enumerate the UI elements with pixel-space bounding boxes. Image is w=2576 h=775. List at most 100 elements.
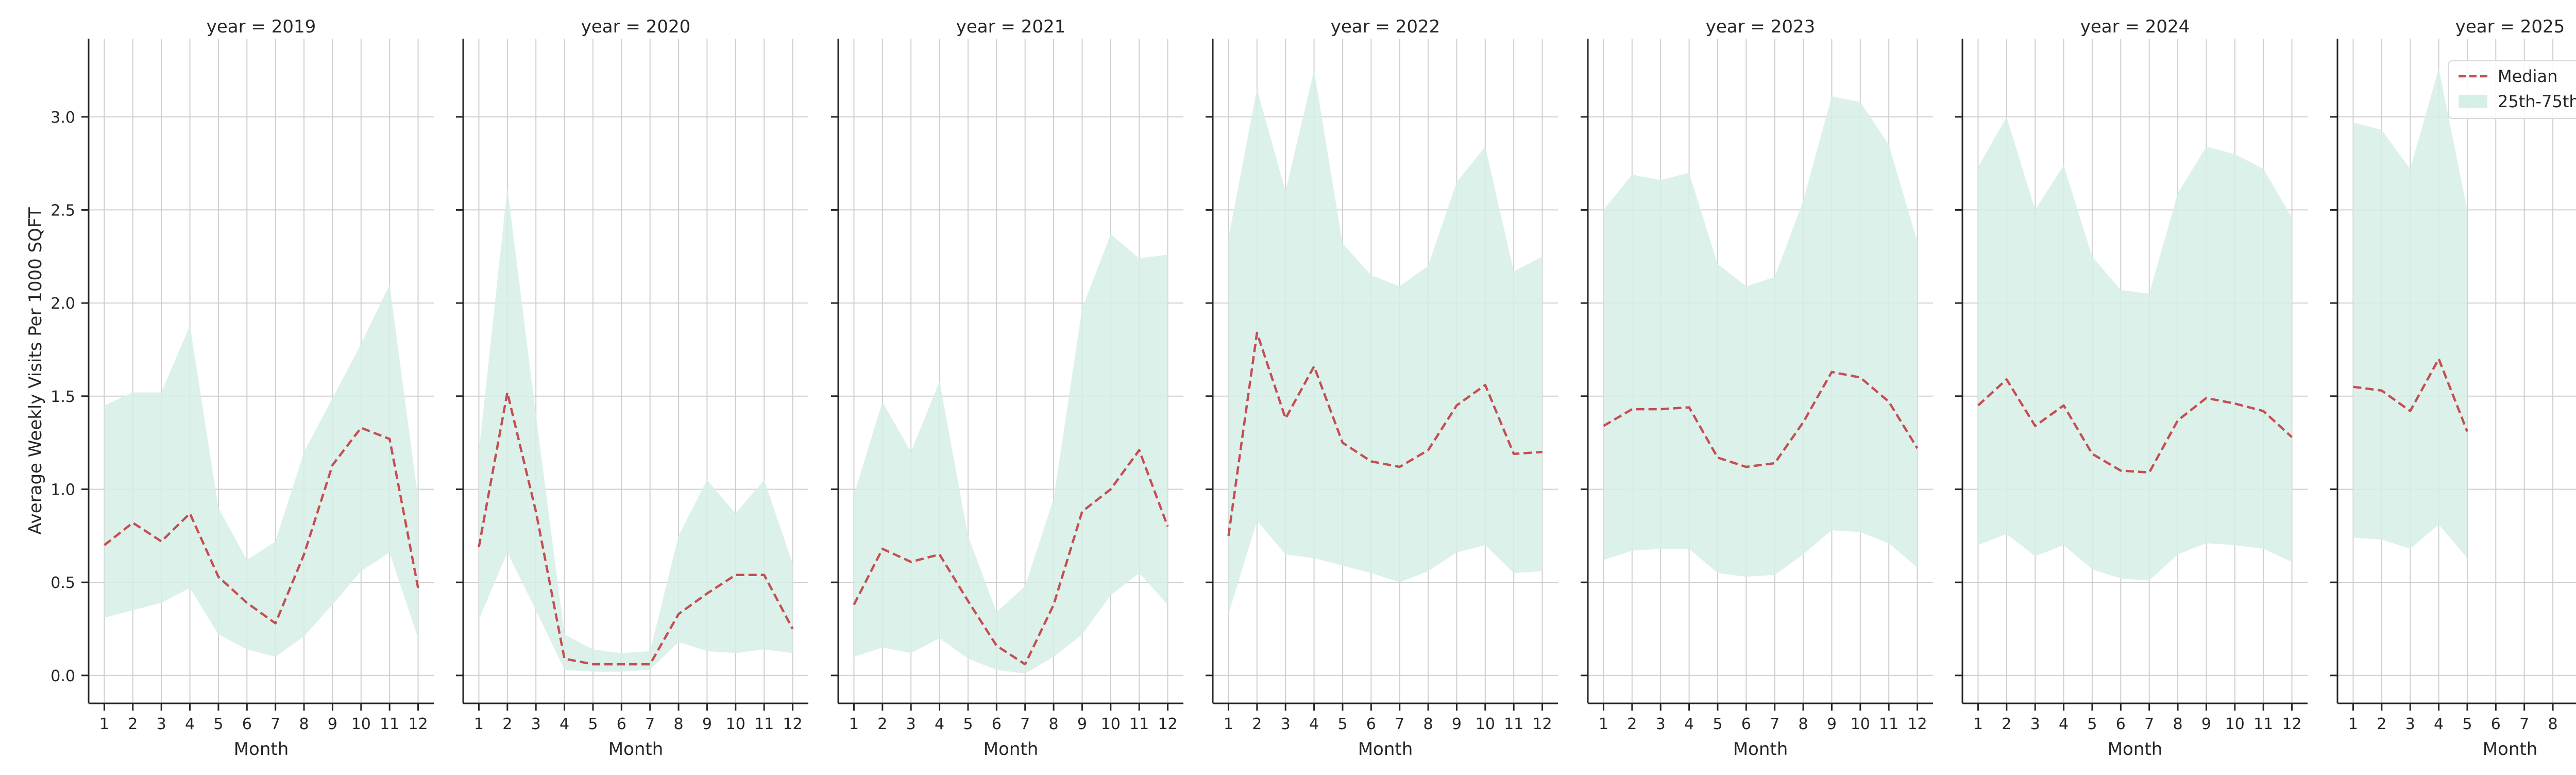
x-tick-label: 8	[299, 715, 309, 733]
x-tick-label: 2	[1627, 715, 1637, 733]
panel-0: 0.00.51.01.52.02.53.01 2 3 4 5 6 7 8 9 10 11 12Mont…	[50, 16, 434, 760]
panel-title: year = 2020	[581, 16, 690, 37]
panel-title: year = 2019	[207, 16, 316, 37]
median-line	[1977, 378, 2293, 474]
y-axis-label: Average Weekly Visits Per 1000 SQFT	[25, 207, 46, 535]
x-tick-label: 3	[157, 715, 166, 733]
x-axis-label: Month	[234, 739, 289, 760]
x-tick-label: 12	[1907, 715, 1927, 733]
x-tick-label: 5	[1337, 715, 1347, 733]
x-tick-label: 1	[1599, 715, 1608, 733]
x-tick-label: 6	[617, 715, 626, 733]
x-tick-label: 9	[1827, 715, 1837, 733]
x-tick-label: 7	[645, 715, 655, 733]
x-tick-label: 6	[1741, 715, 1751, 733]
x-tick-label: 1	[2348, 715, 2358, 733]
x-tick-label: 1	[1224, 715, 1233, 733]
x-tick-label: 6	[1366, 715, 1376, 733]
x-tick-label: 5	[963, 715, 973, 733]
percentile-band	[1603, 96, 1918, 577]
x-tick-label: 10	[1851, 715, 1870, 733]
x-axis-label: Month	[1358, 739, 1413, 760]
y-tick-label: 1.0	[50, 481, 75, 499]
x-tick-label: 2	[2377, 715, 2386, 733]
x-axis-label: Month	[984, 739, 1039, 760]
x-tick-label: 5	[213, 715, 223, 733]
panel-title: year = 2021	[956, 16, 1065, 37]
x-tick-label: 12	[1158, 715, 1177, 733]
panel-title: year = 2022	[1331, 16, 1440, 37]
percentile-band	[479, 188, 793, 672]
x-axis-label: Month	[608, 739, 664, 760]
x-tick-label: 3	[1656, 715, 1666, 733]
x-tick-label: 1	[99, 715, 109, 733]
x-tick-label: 10	[1101, 715, 1121, 733]
x-tick-label: 1	[849, 715, 859, 733]
y-tick-label: 2.5	[50, 201, 75, 220]
x-tick-label: 8	[1799, 715, 1808, 733]
x-tick-label: 7	[2144, 715, 2154, 733]
x-tick-label: 2	[2002, 715, 2011, 733]
panel-title: year = 2023	[1706, 16, 1815, 37]
x-tick-label: 3	[906, 715, 916, 733]
x-tick-label: 8	[1423, 715, 1433, 733]
legend-median-label: Median	[2498, 66, 2557, 86]
x-tick-label: 6	[2491, 715, 2501, 733]
x-tick-label: 8	[674, 715, 684, 733]
x-tick-label: 12	[783, 715, 802, 733]
panel-title: year = 2024	[2080, 16, 2190, 37]
median-line	[104, 426, 419, 625]
x-tick-label: 3	[531, 715, 541, 733]
x-tick-label: 9	[1452, 715, 1462, 733]
y-tick-label: 3.0	[50, 109, 75, 127]
x-axis-label: Month	[2483, 739, 2538, 760]
x-tick-label: 3	[2405, 715, 2415, 733]
x-tick-label: 5	[2087, 715, 2097, 733]
x-tick-label: 4	[560, 715, 569, 733]
x-tick-label: 5	[2462, 715, 2472, 733]
x-tick-label: 4	[1684, 715, 1694, 733]
x-axis-label: Month	[2108, 739, 2163, 760]
median-line	[2353, 358, 2468, 432]
x-tick-label: 9	[2201, 715, 2211, 733]
x-tick-label: 1	[1973, 715, 1983, 733]
x-tick-label: 2	[1252, 715, 1262, 733]
x-tick-label: 7	[1020, 715, 1030, 733]
x-tick-label: 10	[351, 715, 371, 733]
x-tick-label: 10	[2225, 715, 2245, 733]
x-tick-label: 5	[588, 715, 598, 733]
legend-band-label: 25th-75th Percentile	[2498, 92, 2576, 111]
x-tick-label: 9	[1077, 715, 1087, 733]
percentile-band	[854, 234, 1168, 674]
x-tick-label: 7	[2519, 715, 2529, 733]
median-line	[1227, 331, 1543, 536]
x-tick-label: 12	[408, 715, 428, 733]
y-tick-label: 1.5	[50, 388, 75, 406]
panel-title: year = 2025	[2455, 16, 2565, 37]
x-tick-label: 6	[242, 715, 252, 733]
x-tick-label: 10	[726, 715, 745, 733]
x-tick-label: 7	[1770, 715, 1780, 733]
x-tick-label: 8	[2548, 715, 2558, 733]
x-tick-label: 2	[502, 715, 512, 733]
legend: Median 25th-75th Percentile	[2448, 60, 2576, 119]
x-tick-label: 1	[474, 715, 484, 733]
x-tick-label: 7	[270, 715, 280, 733]
x-tick-label: 11	[2253, 715, 2273, 733]
median-line	[853, 449, 1169, 666]
x-tick-label: 11	[754, 715, 774, 733]
x-tick-label: 2	[128, 715, 138, 733]
percentile-band	[104, 284, 418, 657]
x-tick-label: 4	[2059, 715, 2069, 733]
x-tick-label: 6	[2116, 715, 2126, 733]
x-tick-label: 8	[2173, 715, 2183, 733]
y-tick-label: 2.0	[50, 295, 75, 313]
legend-band-swatch	[2459, 95, 2487, 108]
